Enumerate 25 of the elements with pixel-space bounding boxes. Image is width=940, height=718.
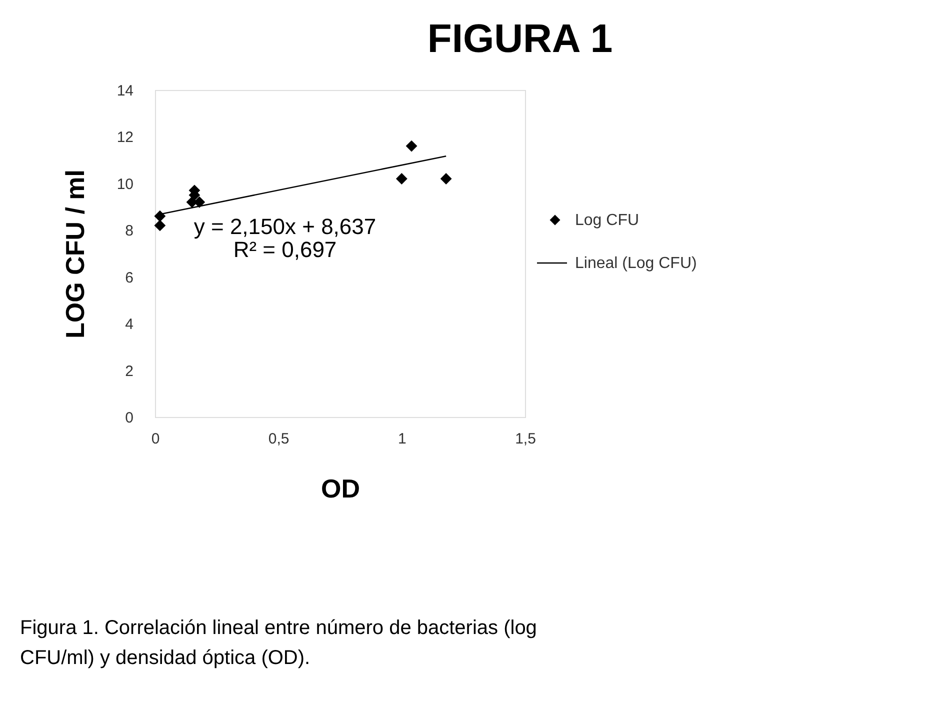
point: [440, 173, 452, 184]
text: Figura 1. Correlación lineal entre número de bacterias (log CFU/ml) y densidad óptica (OD).: [20, 617, 537, 669]
point: [154, 210, 166, 222]
y-tick-label: 6: [125, 269, 134, 286]
annotation: y = 2,150x + 8,637: [194, 214, 376, 239]
y-tick-label: 14: [116, 82, 134, 100]
y-tick-label: 10: [116, 176, 134, 193]
point: [396, 173, 408, 184]
x-tick-label: 0,5: [268, 430, 290, 448]
point: [406, 140, 418, 152]
y-tick-label: 2: [125, 362, 134, 380]
chart-title: FIGURA 1: [427, 17, 613, 61]
x-tick-label: 1: [398, 430, 406, 448]
y-tick-label: 8: [125, 222, 134, 240]
annotation: R² = 0,697: [233, 237, 337, 262]
point: [154, 220, 166, 232]
legend-label: Log CFU: [575, 212, 640, 229]
x-tick-label: 1,5: [515, 430, 536, 448]
y-axis-title: LOG CFU / ml: [60, 170, 90, 338]
y-tick-label: 0: [125, 410, 134, 426]
y-tick-label: 12: [116, 129, 134, 146]
x-tick-label: 0: [151, 430, 160, 448]
y-tick-label: 4: [125, 316, 134, 334]
legend-label: Lineal (Log CFU): [575, 255, 697, 272]
x-axis-title: OD: [321, 474, 360, 504]
